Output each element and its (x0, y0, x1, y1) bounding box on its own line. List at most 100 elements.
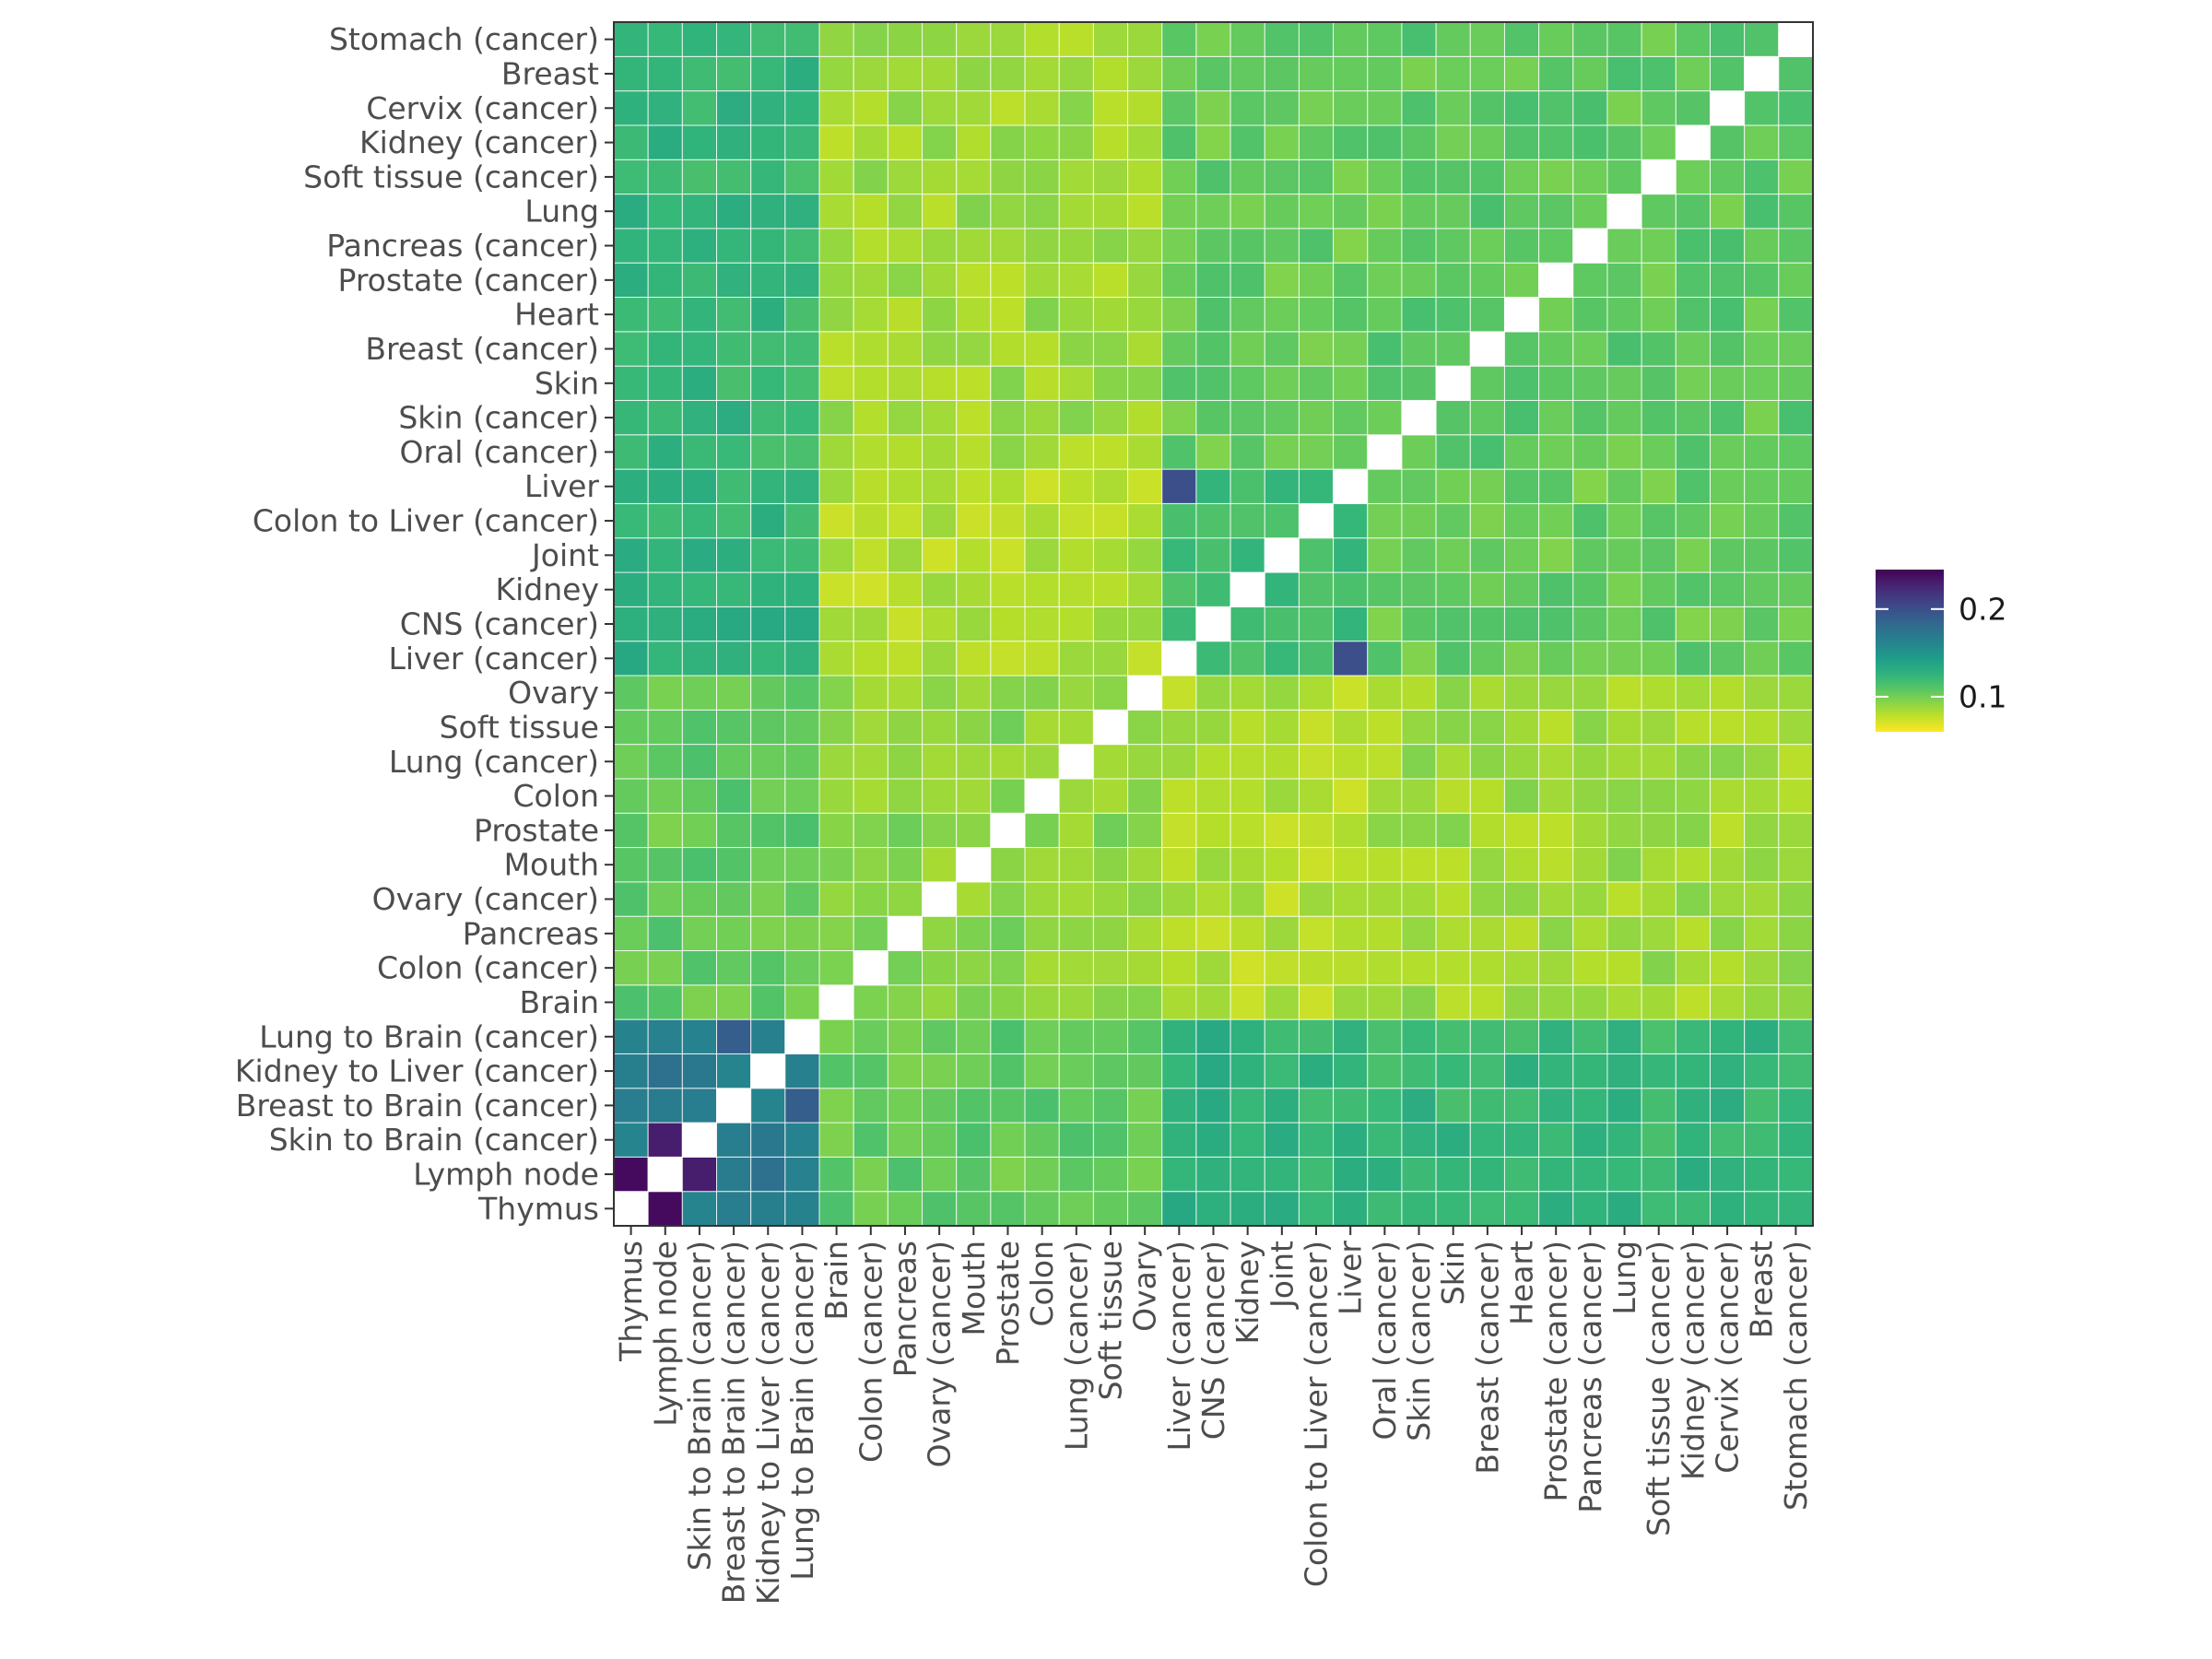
heatmap-cell (1367, 90, 1403, 126)
heatmap-cell (1675, 1088, 1711, 1124)
heatmap-cell (990, 675, 1026, 711)
heatmap-cell (681, 124, 718, 160)
heatmap-cell-na (1538, 262, 1574, 299)
heatmap-cell (1298, 399, 1335, 436)
heatmap-cell (1401, 468, 1437, 504)
heatmap-cell (922, 365, 958, 401)
heatmap-cell (716, 468, 752, 504)
heatmap-cell (1469, 159, 1505, 195)
heatmap-cell (647, 468, 683, 504)
heatmap-cell (818, 124, 854, 160)
heatmap-cell (853, 365, 888, 401)
heatmap-cell (1744, 468, 1780, 504)
heatmap-cell (750, 675, 786, 711)
heatmap-cell (1606, 55, 1642, 92)
heatmap-cell (956, 571, 992, 607)
heatmap-cell (716, 262, 752, 299)
heatmap-cell (990, 744, 1026, 780)
heatmap-cell-na (1230, 571, 1265, 607)
heatmap-cell (647, 365, 683, 401)
heatmap-cell (1401, 1088, 1437, 1124)
color-legend: 0.1 0.2 (1876, 570, 2006, 732)
heatmap-cell (1230, 194, 1265, 229)
heatmap-cell (1675, 159, 1711, 195)
heatmap-cell (1333, 812, 1369, 849)
heatmap-cell (1641, 984, 1677, 1020)
heatmap-cell (1778, 1122, 1814, 1158)
heatmap-cell (1230, 812, 1265, 849)
heatmap-cell (1092, 159, 1129, 195)
heatmap-cell (990, 159, 1026, 195)
heatmap-cell (647, 744, 683, 780)
heatmap-cell (1058, 641, 1094, 677)
heatmap-cell (956, 21, 992, 57)
heatmap-cell (990, 949, 1026, 986)
heatmap-cell (1298, 90, 1335, 126)
heatmap-cell-na (818, 984, 854, 1020)
heatmap-cell (1435, 399, 1471, 436)
heatmap-cell-na (1333, 468, 1369, 504)
y-tick-label: Ovary (508, 675, 599, 711)
heatmap-cell (1675, 812, 1711, 849)
heatmap-cell (1469, 468, 1505, 504)
heatmap-cell (887, 744, 924, 780)
heatmap-cell (1675, 399, 1711, 436)
heatmap-cell (1538, 949, 1574, 986)
heatmap-cell (1367, 1053, 1403, 1089)
heatmap-cell (853, 606, 888, 642)
heatmap-cell (1333, 949, 1369, 986)
heatmap-cell (1469, 194, 1505, 229)
heatmap-cell (1709, 1053, 1746, 1089)
heatmap-cell (887, 1088, 924, 1124)
heatmap-cell (1572, 194, 1608, 229)
heatmap-cell (784, 606, 820, 642)
x-tick-label: Breast (1744, 1241, 1780, 1338)
heatmap-cell (853, 90, 888, 126)
heatmap-cell (853, 194, 888, 229)
heatmap-cell (853, 468, 888, 504)
heatmap-cell (716, 1053, 752, 1089)
x-tick-label: Kidney (cancer) (1675, 1241, 1711, 1480)
heatmap-cell (613, 984, 649, 1020)
heatmap-cell (1161, 331, 1197, 367)
heatmap-cell (613, 331, 649, 367)
heatmap-cell (1058, 21, 1094, 57)
heatmap-cell (1024, 194, 1060, 229)
y-tick-label: Lung (524, 194, 599, 229)
heatmap-cell (1675, 881, 1711, 917)
heatmap-cell (1058, 537, 1094, 573)
heatmap-cell (716, 641, 752, 677)
heatmap-cell (1538, 124, 1574, 160)
heatmap-cell (1127, 1088, 1163, 1124)
heatmap-cell (1058, 1088, 1094, 1124)
heatmap-cell (1675, 1156, 1711, 1193)
heatmap-cell (956, 228, 992, 264)
heatmap-cell (613, 915, 649, 951)
heatmap-cell (1778, 984, 1814, 1020)
heatmap-cell (1298, 847, 1335, 883)
heatmap-cell (1435, 949, 1471, 986)
heatmap-cell (1367, 365, 1403, 401)
y-tick-label: Breast (cancer) (365, 331, 599, 367)
heatmap-cell (1127, 1156, 1163, 1193)
heatmap-cell (818, 812, 854, 849)
heatmap-cell (1435, 1088, 1471, 1124)
heatmap-cell (1092, 1122, 1129, 1158)
heatmap-cell (1606, 1053, 1642, 1089)
heatmap-cell (1092, 399, 1129, 436)
heatmap-cell (1401, 881, 1437, 917)
heatmap-cell (1538, 468, 1574, 504)
heatmap-cell (1778, 881, 1814, 917)
heatmap-cell (1469, 709, 1505, 746)
heatmap-cell-na (1469, 331, 1505, 367)
heatmap-cell (681, 55, 718, 92)
heatmap-cell (1709, 812, 1746, 849)
heatmap-cell (1401, 744, 1437, 780)
heatmap-cell (1161, 537, 1197, 573)
heatmap-cell (750, 434, 786, 470)
heatmap-cell (1195, 571, 1231, 607)
heatmap-cell (1092, 915, 1129, 951)
heatmap-cell (1058, 297, 1094, 333)
heatmap-cell (1298, 949, 1335, 986)
heatmap-cell (1298, 228, 1335, 264)
